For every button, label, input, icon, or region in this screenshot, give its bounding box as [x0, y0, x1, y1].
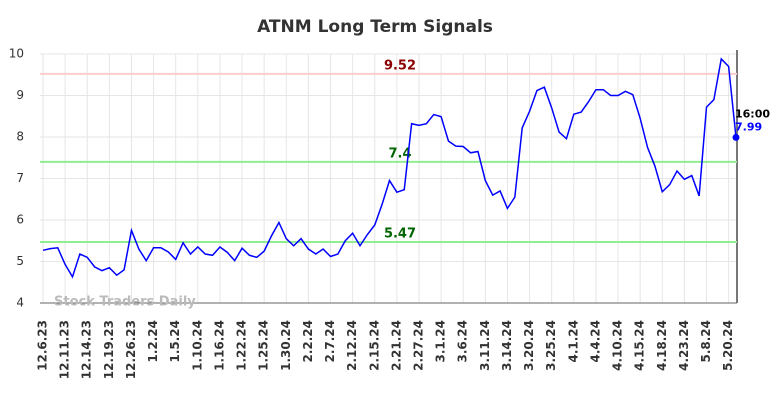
y-tick-label: 7	[16, 171, 24, 185]
x-tick-label: 12.26.23	[124, 320, 138, 379]
x-tick-label: 3.11.24	[478, 320, 492, 371]
last-time: 16:00	[735, 107, 770, 120]
y-tick-label: 6	[16, 213, 24, 227]
x-tick-label: 2.2.24	[301, 320, 315, 363]
x-tick-label: 2.15.24	[367, 320, 381, 371]
y-tick-label: 4	[16, 296, 24, 310]
y-tick-label: 10	[9, 47, 24, 61]
x-tick-label: 1.22.24	[235, 320, 249, 371]
reference-label: 5.47	[384, 226, 416, 241]
x-tick-label: 4.23.24	[677, 320, 691, 371]
x-tick-label: 1.5.24	[168, 320, 182, 363]
last-point	[732, 133, 740, 141]
x-tick-label: 12.6.23	[36, 320, 50, 371]
x-tick-label: 1.30.24	[279, 320, 293, 371]
x-tick-label: 3.1.24	[434, 320, 448, 363]
y-tick-label: 5	[16, 254, 24, 268]
reference-label: 9.52	[384, 58, 416, 73]
x-tick-label: 3.20.24	[522, 320, 536, 371]
last-value: 7.99	[735, 120, 762, 133]
reference-label: 7.4	[388, 146, 411, 161]
x-tick-label: 4.4.24	[588, 320, 602, 363]
x-tick-label: 5.20.24	[721, 320, 735, 371]
price-line	[42, 57, 737, 279]
x-tick-label: 12.19.23	[102, 320, 116, 379]
x-tick-label: 2.27.24	[411, 320, 425, 371]
x-tick-label: 4.1.24	[566, 320, 580, 363]
x-tick-label: 3.6.24	[456, 320, 470, 363]
x-tick-label: 5.8.24	[699, 320, 713, 363]
x-tick-label: 4.15.24	[633, 320, 647, 371]
watermark: Stock Traders Daily	[54, 295, 196, 310]
x-tick-label: 12.11.23	[58, 320, 72, 379]
x-tick-label: 12.14.23	[80, 320, 94, 379]
x-tick-label: 3.14.24	[500, 320, 514, 371]
x-tick-label: 2.12.24	[345, 320, 359, 371]
y-tick-label: 9	[16, 88, 24, 102]
x-tick-label: 1.16.24	[212, 320, 226, 371]
x-tick-label: 1.10.24	[190, 320, 204, 371]
chart-title: ATNM Long Term Signals	[257, 17, 493, 37]
y-tick-label: 8	[16, 130, 24, 144]
x-tick-label: 2.21.24	[389, 320, 403, 371]
x-tick-label: 1.2.24	[146, 320, 160, 363]
x-tick-label: 2.7.24	[323, 320, 337, 363]
x-tick-label: 1.25.24	[257, 320, 271, 371]
x-tick-label: 3.25.24	[544, 320, 558, 371]
x-tick-label: 4.18.24	[655, 320, 669, 371]
x-tick-label: 4.10.24	[611, 320, 625, 371]
